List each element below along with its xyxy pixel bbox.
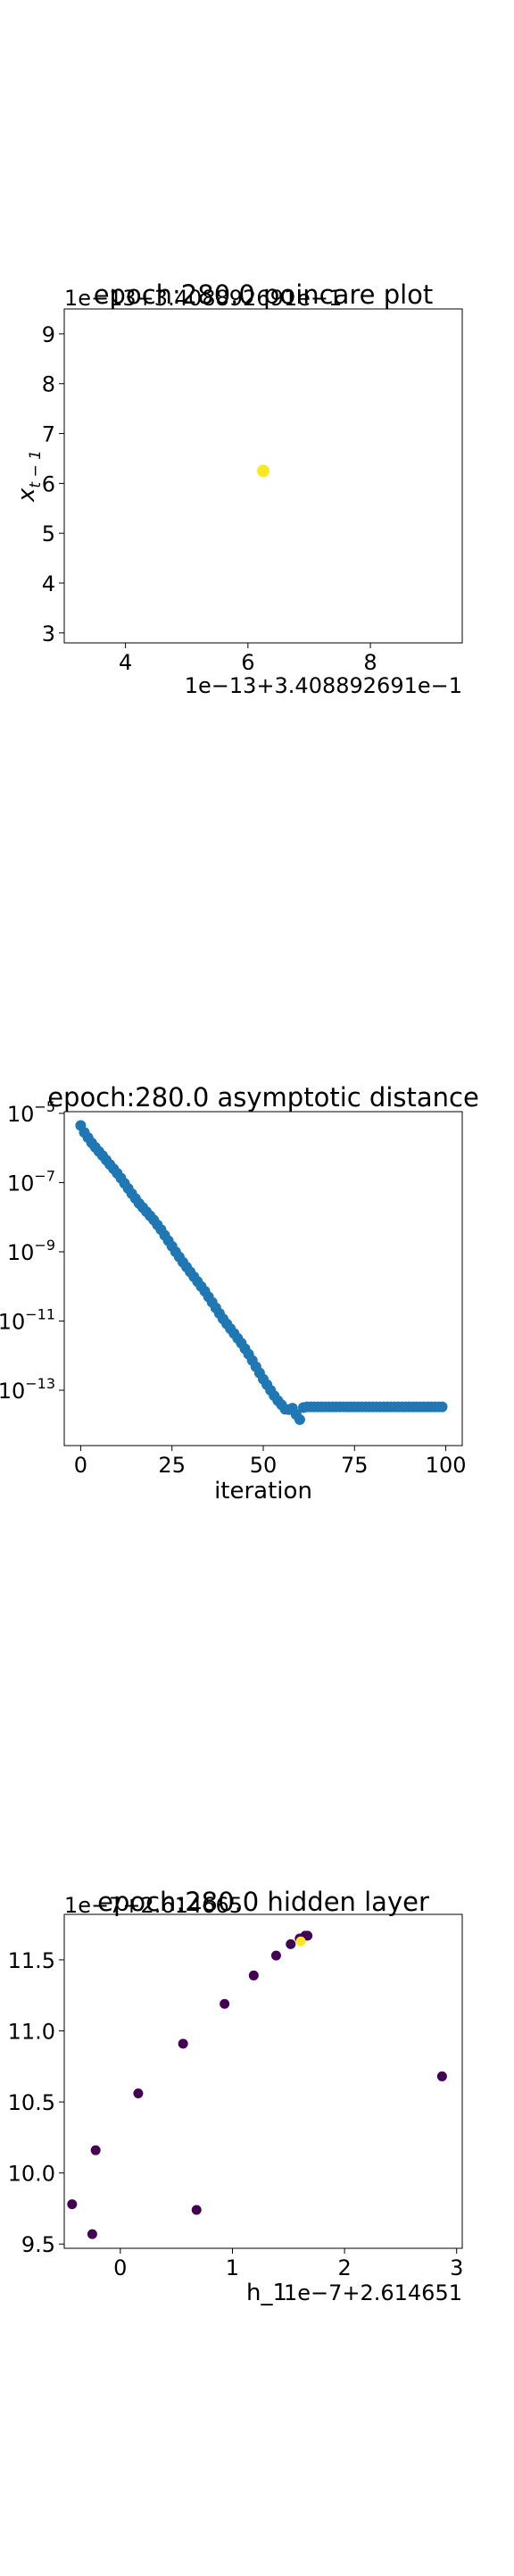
hidden-layer-y-tick-label: 11.0 [8, 2020, 55, 2045]
asymptotic-distance-ticks: 0 25 50 75 100 10−13 10−11 10−9 10−7 10−5 [0, 1098, 466, 1478]
asymptotic-distance-point [436, 1401, 448, 1413]
poincare-plot-chart: epoch:280.0 poincare plot 1e−13+3.408892… [13, 279, 463, 698]
hidden-layer-x-tick-label: 2 [337, 2255, 351, 2280]
hidden-layer-point [191, 2205, 202, 2215]
asymptotic-distance-point [294, 1413, 305, 1425]
asymptotic-distance-x-tick-label: 25 [158, 1453, 186, 1478]
asymptotic-distance-chart: epoch:280.0 asymptotic distance iteratio… [0, 1082, 479, 1505]
hidden-layer-point [295, 1936, 306, 1947]
hidden-layer-x-tick-label: 0 [113, 2255, 127, 2280]
hidden-layer-x-label: h_1 [246, 2280, 287, 2306]
asymptotic-distance-y-tick-label: 10−11 [0, 1305, 55, 1334]
poincare-plot-x-tick-label: 6 [241, 650, 254, 675]
hidden-layer-point [248, 1970, 259, 1980]
asymptotic-distance-y-tick-label: 10−5 [7, 1098, 55, 1127]
hidden-layer-chart: epoch:280.0 hidden layer 1e−7+2.614665 h… [8, 1887, 464, 2306]
hidden-layer-axes-frame [63, 1913, 463, 2249]
poincare-plot-x-offset: 1e−13+3.408892691e−1 [185, 673, 462, 698]
hidden-layer-title: epoch:280.0 hidden layer [97, 1887, 429, 1917]
hidden-layer-y-tick-label: 10.0 [8, 2162, 55, 2187]
hidden-layer-y-tick-label: 10.5 [8, 2090, 55, 2115]
asymptotic-distance-x-tick-label: 75 [341, 1453, 369, 1478]
poincare-plot-y-tick-label: 5 [42, 521, 55, 546]
poincare-plot-y-label: xt − 1 [13, 450, 45, 503]
poincare-plot-title: epoch:280.0 poincare plot [94, 279, 434, 310]
asymptotic-distance-points [75, 1120, 448, 1425]
hidden-layer-point [286, 1938, 296, 1949]
hidden-layer-x-tick-label: 3 [450, 2255, 463, 2280]
poincare-plot-y-tick-label: 7 [42, 422, 55, 447]
hidden-layer-point [270, 1950, 281, 1961]
poincare-plot-y-tick-label: 9 [42, 322, 55, 347]
hidden-layer-point [133, 2088, 144, 2099]
poincare-plot-y-tick-label: 3 [42, 621, 55, 646]
asymptotic-distance-x-tick-label: 100 [426, 1453, 467, 1478]
poincare-plot-y-tick-label: 6 [42, 471, 55, 496]
hidden-layer-point [220, 1998, 230, 2009]
asymptotic-distance-x-tick-label: 50 [250, 1453, 278, 1478]
hidden-layer-point [303, 1930, 313, 1941]
hidden-layer-y-offset: 1e−7+2.614665 [64, 1893, 243, 1918]
poincare-plot-y-offset: 1e−13+3.408892691e−1 [64, 286, 342, 311]
asymptotic-distance-y-tick-label: 10−13 [0, 1375, 55, 1404]
poincare-plot-x-tick-label: 4 [119, 650, 132, 675]
hidden-layer-point [90, 2145, 101, 2155]
hidden-layer-point [436, 2071, 447, 2081]
asymptotic-distance-x-tick-label: 0 [74, 1453, 87, 1478]
poincare-plot-axes-frame [63, 308, 463, 644]
asymptotic-distance-title: epoch:280.0 asymptotic distance [47, 1082, 479, 1113]
asymptotic-distance-y-tick-label: 10−9 [7, 1237, 55, 1265]
hidden-layer-y-tick-label: 9.5 [21, 2232, 55, 2257]
poincare-plot-y-tick-label: 4 [42, 571, 55, 596]
hidden-layer-x-offset: 1e−7+2.614651 [284, 2280, 462, 2305]
hidden-layer-points [67, 1930, 447, 2239]
asymptotic-distance-y-tick-label: 10−7 [7, 1167, 55, 1196]
poincare-plot-point [257, 464, 269, 478]
asymptotic-distance-axes-frame [63, 1111, 463, 1446]
poincare-plot-ticks: 4 6 8 3 4 5 6 7 8 9 [42, 322, 377, 675]
poincare-plot-x-tick-label: 8 [363, 650, 377, 675]
poincare-plot-points [257, 464, 269, 478]
hidden-layer-x-tick-label: 1 [226, 2255, 239, 2280]
asymptotic-distance-x-label: iteration [214, 1478, 312, 1505]
hidden-layer-point [67, 2199, 78, 2210]
poincare-plot-y-tick-label: 8 [42, 372, 55, 397]
hidden-layer-ticks: 0 1 2 3 9.5 10.0 10.5 11.0 11.5 [8, 1948, 464, 2280]
hidden-layer-y-tick-label: 11.5 [8, 1948, 55, 1973]
hidden-layer-point [178, 2038, 188, 2049]
hidden-layer-point [87, 2229, 97, 2239]
